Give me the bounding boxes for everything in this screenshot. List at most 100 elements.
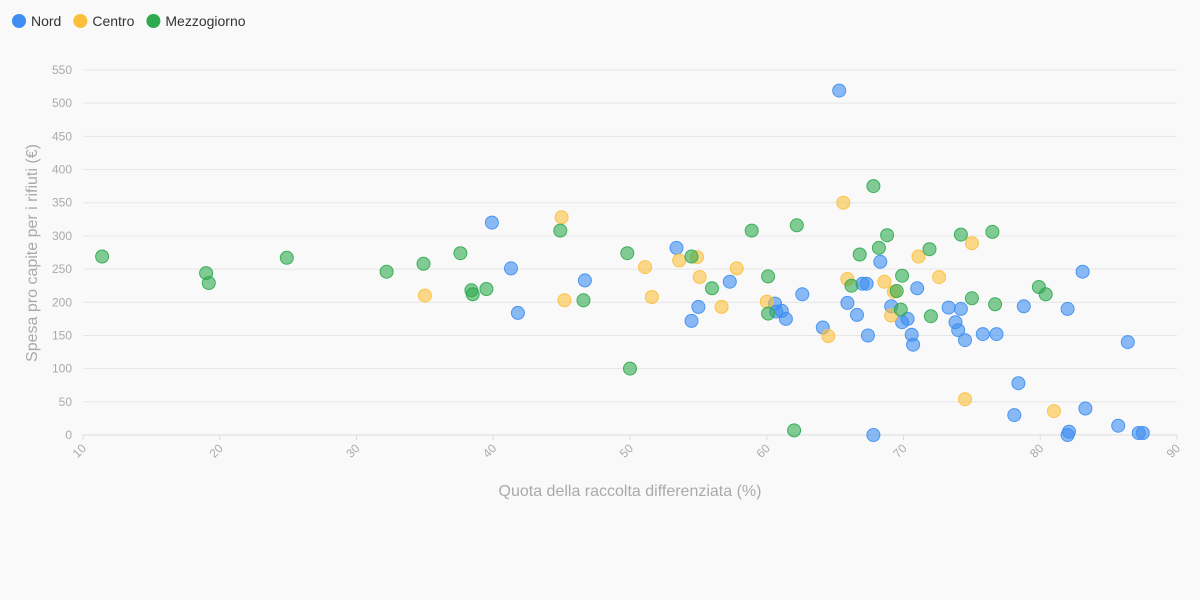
data-point[interactable] (821, 329, 836, 344)
data-point[interactable] (911, 249, 926, 264)
data-point[interactable] (1075, 264, 1090, 279)
axes: 0 50 100 150 200 250 300 350 400 450 500 550 10 20 30 4… (52, 63, 1183, 461)
data-point[interactable] (1111, 418, 1126, 433)
data-point[interactable] (964, 236, 979, 251)
data-point[interactable] (714, 299, 729, 314)
data-point[interactable] (722, 274, 737, 289)
data-point[interactable] (852, 247, 867, 262)
data-point[interactable] (759, 294, 774, 309)
data-point[interactable] (484, 215, 499, 230)
data-point[interactable] (1016, 299, 1031, 314)
data-point[interactable] (877, 274, 892, 289)
data-point[interactable] (705, 281, 719, 296)
data-point[interactable] (941, 300, 956, 315)
data-point[interactable] (985, 224, 1000, 239)
y-tick-label: 150 (52, 328, 72, 342)
data-point[interactable] (553, 223, 568, 238)
y-tick-label: 400 (52, 163, 72, 177)
data-point[interactable] (1060, 301, 1075, 316)
data-point[interactable] (880, 228, 895, 243)
data-point[interactable] (504, 261, 518, 276)
data-point[interactable] (832, 83, 847, 98)
data-point[interactable] (958, 333, 972, 348)
data-point[interactable] (744, 223, 759, 238)
data-point[interactable] (644, 290, 659, 304)
data-point[interactable] (465, 287, 480, 302)
data-point[interactable] (672, 253, 687, 268)
legend-item[interactable]: Nord (12, 13, 61, 29)
data-point[interactable] (577, 273, 592, 288)
data-point[interactable] (895, 268, 910, 283)
data-point[interactable] (910, 281, 925, 296)
data-point[interactable] (1046, 404, 1061, 419)
data-point[interactable] (953, 227, 968, 242)
data-point[interactable] (692, 270, 707, 285)
data-point[interactable] (866, 428, 881, 442)
data-point[interactable] (922, 242, 937, 257)
data-point[interactable] (893, 302, 908, 317)
data-point[interactable] (840, 295, 855, 310)
data-point[interactable] (729, 261, 744, 276)
data-point[interactable] (416, 256, 431, 271)
data-point[interactable] (684, 313, 699, 328)
data-point[interactable] (684, 249, 699, 264)
y-tick-label: 250 (52, 262, 72, 276)
data-point[interactable] (1120, 335, 1135, 350)
data-point[interactable] (1011, 376, 1026, 391)
data-point[interactable] (989, 327, 1004, 342)
data-point[interactable] (951, 323, 966, 338)
data-point[interactable] (975, 327, 990, 342)
y-tick-label: 550 (52, 63, 72, 77)
data-point[interactable] (761, 306, 776, 321)
data-point[interactable] (953, 301, 968, 316)
data-point[interactable] (1038, 287, 1053, 302)
data-point[interactable] (795, 287, 810, 302)
data-point[interactable] (669, 240, 684, 255)
legend-marker (12, 14, 26, 28)
data-point[interactable] (95, 249, 110, 264)
data-point[interactable] (1135, 426, 1150, 440)
data-point[interactable] (510, 305, 525, 320)
legend-item[interactable]: Mezzogiorno (146, 13, 246, 29)
data-point[interactable] (761, 269, 776, 284)
data-point[interactable] (923, 309, 938, 324)
data-point[interactable] (860, 328, 875, 343)
data-point[interactable] (988, 297, 1003, 312)
data-point[interactable] (691, 299, 706, 314)
data-point[interactable] (787, 423, 802, 438)
data-point[interactable] (932, 270, 947, 285)
data-point[interactable] (906, 337, 921, 352)
data-point[interactable] (836, 195, 851, 210)
data-point[interactable] (871, 240, 886, 255)
data-point[interactable] (958, 392, 972, 407)
data-point[interactable] (778, 311, 793, 326)
data-point[interactable] (279, 250, 294, 265)
data-point[interactable] (850, 307, 864, 322)
data-point[interactable] (1062, 424, 1076, 439)
data-point[interactable] (453, 246, 468, 261)
legend-label: Centro (92, 13, 134, 29)
data-point[interactable] (859, 276, 874, 291)
data-point[interactable] (789, 218, 804, 233)
data-point[interactable] (554, 210, 569, 225)
data-point[interactable] (844, 278, 859, 293)
data-point[interactable] (576, 293, 591, 308)
data-point[interactable] (889, 284, 904, 298)
data-point[interactable] (900, 311, 915, 326)
data-point[interactable] (620, 246, 635, 261)
data-point[interactable] (638, 260, 652, 275)
data-point[interactable] (964, 291, 979, 306)
data-point[interactable] (873, 254, 888, 269)
x-tick-label: 90 (1164, 441, 1184, 461)
data-point[interactable] (479, 282, 494, 296)
data-point[interactable] (557, 293, 572, 308)
data-point[interactable] (1078, 401, 1093, 416)
data-point[interactable] (417, 288, 432, 303)
legend-item[interactable]: Centro (73, 13, 135, 29)
legend: Nord Centro Mezzogiorno (12, 13, 246, 29)
data-point[interactable] (379, 264, 394, 279)
data-point[interactable] (1007, 408, 1022, 423)
data-point[interactable] (623, 361, 637, 376)
data-point[interactable] (866, 179, 881, 194)
data-point[interactable] (201, 276, 216, 290)
